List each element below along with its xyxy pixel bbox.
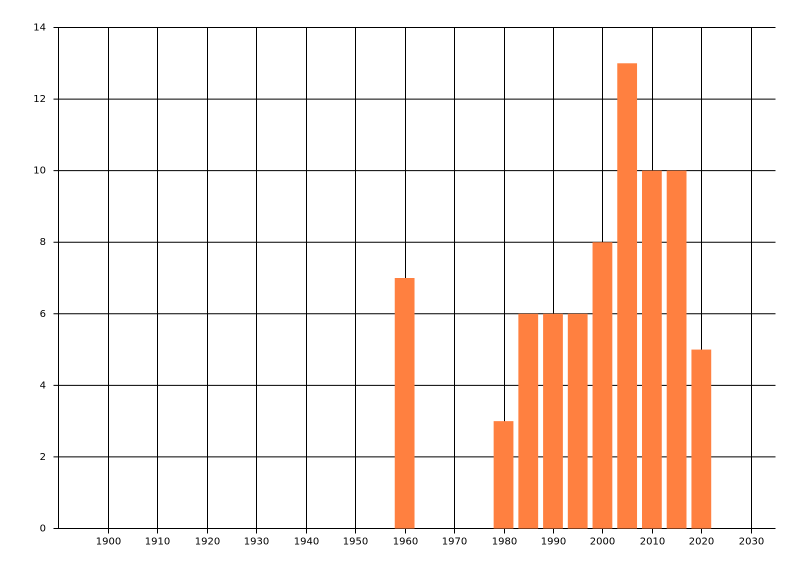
x-tick-label: 1980 bbox=[492, 537, 517, 548]
bar bbox=[666, 170, 687, 529]
y-tick-label: 14 bbox=[33, 23, 46, 34]
bar bbox=[543, 313, 563, 529]
y-tick-label: 4 bbox=[40, 380, 46, 391]
y-tick-label: 6 bbox=[40, 309, 46, 320]
x-tick-label: 2020 bbox=[689, 537, 714, 548]
bar bbox=[394, 278, 415, 529]
x-tick-label: 1950 bbox=[343, 537, 368, 548]
x-tick-label: 1940 bbox=[294, 537, 319, 548]
bar bbox=[493, 421, 514, 529]
x-tick-label: 2000 bbox=[590, 537, 615, 548]
x-tick-label: 1970 bbox=[442, 537, 467, 548]
y-tick-label: 0 bbox=[40, 524, 46, 535]
x-tick-label: 2010 bbox=[640, 537, 665, 548]
y-tick-label: 8 bbox=[40, 237, 46, 248]
x-tick-label: 1990 bbox=[541, 537, 566, 548]
bar bbox=[592, 242, 613, 529]
x-tick-label: 1900 bbox=[96, 537, 121, 548]
x-tick-label: 1930 bbox=[244, 537, 269, 548]
y-tick-label: 12 bbox=[33, 94, 46, 105]
y-tick-label: 2 bbox=[40, 452, 46, 463]
bar bbox=[518, 313, 539, 529]
x-tick-label: 2030 bbox=[739, 537, 764, 548]
y-tick-label: 10 bbox=[33, 166, 46, 177]
bar bbox=[617, 63, 638, 529]
bar bbox=[641, 170, 662, 529]
x-tick-label: 1910 bbox=[145, 537, 170, 548]
bar bbox=[567, 313, 588, 529]
x-tick-label: 1920 bbox=[195, 537, 220, 548]
x-tick-label: 1960 bbox=[393, 537, 418, 548]
bar bbox=[691, 349, 712, 529]
